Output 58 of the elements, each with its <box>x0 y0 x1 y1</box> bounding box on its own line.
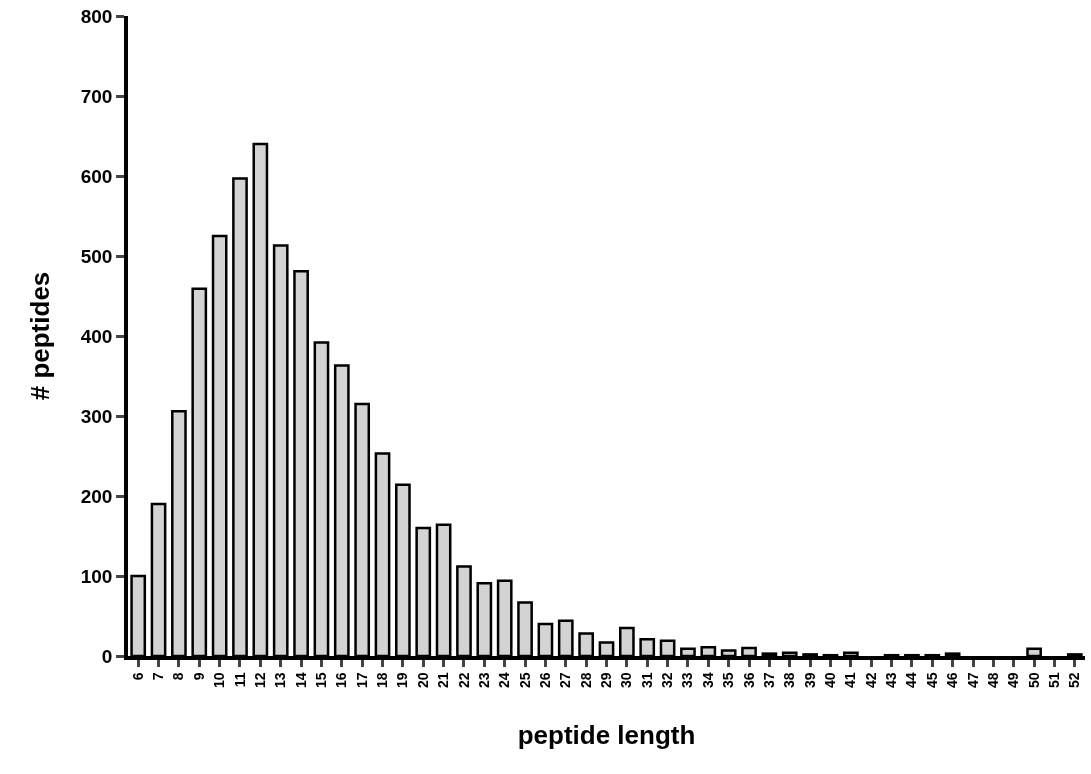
x-tick-label: 26 <box>536 672 553 688</box>
x-tick-label: 33 <box>679 672 696 688</box>
x-tick-label: 40 <box>822 672 839 688</box>
y-tick-label: 800 <box>80 5 113 27</box>
y-tick-label: 700 <box>80 85 113 107</box>
x-tick-label: 10 <box>211 672 228 688</box>
x-tick-label: 30 <box>618 672 635 688</box>
x-tick-label: 23 <box>475 672 492 688</box>
x-tick-label: 41 <box>842 672 859 688</box>
x-tick-label: 9 <box>190 672 207 681</box>
x-tick-label: 28 <box>577 672 594 688</box>
y-tick-label: 200 <box>80 485 113 507</box>
x-tick-label: 29 <box>598 672 615 688</box>
x-tick-label: 15 <box>312 672 329 688</box>
x-tick-label: 48 <box>984 672 1001 688</box>
x-tick-label: 49 <box>1005 672 1022 688</box>
x-tick-label: 47 <box>964 672 981 688</box>
x-tick-label: 24 <box>496 672 513 688</box>
x-tick-label: 27 <box>557 672 574 688</box>
x-tick-label: 21 <box>435 672 452 688</box>
y-tick-label: 100 <box>80 565 113 587</box>
x-tick-label: 46 <box>944 672 961 688</box>
y-axis-title: # peptides <box>24 271 55 401</box>
y-tick-label: 400 <box>80 325 113 347</box>
x-tick-label: 8 <box>170 672 187 681</box>
x-tick-label: 37 <box>760 672 777 688</box>
x-tick-label: 25 <box>516 672 533 688</box>
x-tick-label: 42 <box>862 672 879 688</box>
x-axis-title: peptide length <box>517 720 696 751</box>
y-tick-label: 600 <box>80 165 113 187</box>
y-tick-label: 0 <box>101 645 113 667</box>
x-tick-label: 31 <box>638 672 655 688</box>
x-tick-label: 18 <box>374 672 391 688</box>
x-tick-label: 36 <box>740 672 757 688</box>
y-tick-label: 500 <box>80 245 113 267</box>
x-tick-label: 34 <box>699 672 716 688</box>
x-tick-label: 22 <box>455 672 472 688</box>
x-tick-label: 44 <box>903 672 920 688</box>
x-tick-label: 6 <box>129 672 146 681</box>
x-tick-label: 13 <box>272 672 289 688</box>
x-tick-label: 38 <box>781 672 798 688</box>
x-tick-label: 19 <box>394 672 411 688</box>
x-tick-label: 45 <box>923 672 940 688</box>
x-tick-label: 20 <box>414 672 431 688</box>
x-tick-label: 52 <box>1066 672 1083 688</box>
x-tick-label: 12 <box>251 672 268 688</box>
x-tick-label: 51 <box>1046 672 1063 688</box>
x-tick-label: 39 <box>801 672 818 688</box>
x-tick-label: 32 <box>659 672 676 688</box>
x-tick-label: 50 <box>1025 672 1042 688</box>
x-tick-label: 35 <box>720 672 737 688</box>
x-tick-label: 14 <box>292 672 309 688</box>
x-tick-label: 7 <box>150 672 167 681</box>
x-tick-label: 17 <box>353 672 370 688</box>
x-tick-label: 11 <box>231 672 248 688</box>
y-tick-label: 300 <box>80 405 113 427</box>
x-tick-label: 16 <box>333 672 350 688</box>
x-tick-label: 43 <box>883 672 900 688</box>
